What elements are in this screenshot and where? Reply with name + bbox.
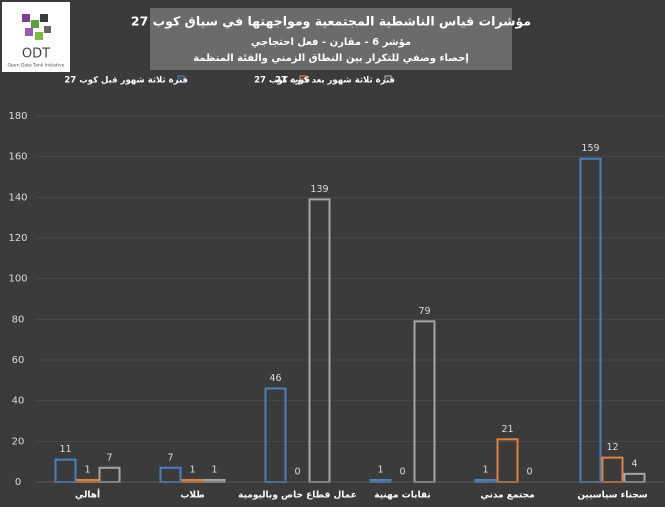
legend-swatch bbox=[299, 75, 307, 83]
x-tick-label: سجناء سياسيين bbox=[577, 491, 647, 501]
x-tick-label: طلاب bbox=[180, 491, 204, 501]
value-label: 1 bbox=[482, 464, 488, 475]
logo-tagline: Open Data Tank Initiative bbox=[8, 63, 65, 69]
chart-subtitle: مؤشر 6 - مقارن - فعل احتجاجي bbox=[251, 37, 411, 48]
value-label: 21 bbox=[501, 424, 513, 435]
value-label: 46 bbox=[269, 373, 281, 384]
x-tick-label: مجتمع مدني bbox=[480, 491, 534, 501]
value-label: 1 bbox=[84, 464, 90, 475]
y-tick-label: 60 bbox=[12, 355, 25, 366]
x-tick-label: نقابات مهنية bbox=[374, 491, 431, 501]
y-tick-label: 160 bbox=[8, 152, 27, 163]
value-label: 79 bbox=[418, 306, 430, 317]
x-tick-label: عمال قطاع خاص وباليومية bbox=[238, 491, 357, 501]
chart-description: إحصاء وصفي للتكرار بين النطاق الزمني وال… bbox=[193, 53, 469, 64]
logo-name: ODT bbox=[22, 47, 50, 62]
y-tick-label: 180 bbox=[8, 111, 27, 122]
value-label: 1 bbox=[189, 464, 195, 475]
value-label: 159 bbox=[581, 143, 599, 154]
value-label: 139 bbox=[310, 184, 328, 195]
legend-label: فترة ثلاثة شهور بعد كوب 27 bbox=[275, 76, 395, 86]
chart-title: مؤشرات قياس الناشطية المجتمعية ومواجهتها… bbox=[131, 14, 531, 29]
value-label: 4 bbox=[631, 458, 637, 469]
value-label: 1 bbox=[211, 464, 217, 475]
value-label: 11 bbox=[59, 444, 71, 455]
x-tick-label: أهالي bbox=[75, 489, 100, 501]
value-label: 0 bbox=[526, 467, 532, 478]
legend-label: فترة ثلاثة شهور قبل كوب 27 bbox=[64, 76, 188, 86]
value-label: 0 bbox=[399, 467, 405, 478]
y-tick-label: 120 bbox=[8, 233, 27, 244]
legend-label: فترة كوب 27 bbox=[254, 76, 310, 86]
title-box bbox=[150, 8, 512, 70]
value-label: 12 bbox=[606, 442, 618, 453]
value-label: 7 bbox=[106, 452, 112, 463]
y-tick-label: 80 bbox=[12, 314, 25, 325]
y-tick-label: 140 bbox=[8, 192, 27, 203]
y-tick-label: 100 bbox=[8, 274, 27, 285]
y-tick-label: 40 bbox=[12, 396, 25, 407]
value-label: 0 bbox=[294, 467, 300, 478]
y-tick-label: 20 bbox=[12, 436, 25, 447]
value-label: 1 bbox=[377, 464, 383, 475]
legend-swatch bbox=[177, 75, 185, 83]
logo-mark bbox=[22, 14, 51, 40]
value-label: 7 bbox=[167, 452, 173, 463]
y-tick-label: 0 bbox=[15, 477, 21, 488]
legend-swatch bbox=[384, 75, 392, 83]
